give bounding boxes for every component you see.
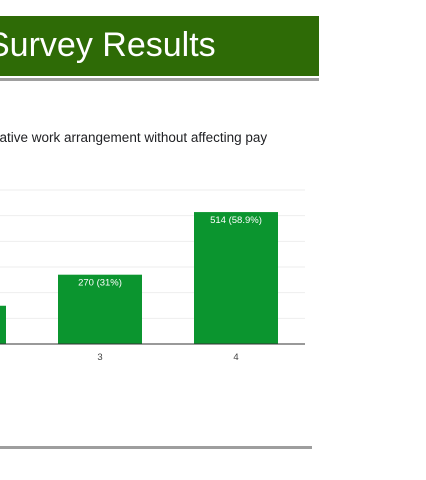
question-text: native work arrangement without affectin… <box>0 130 268 145</box>
bar-2 <box>0 305 6 344</box>
x-tick-label-4: 4 <box>233 352 238 363</box>
slide-title: Survey Results <box>0 16 319 76</box>
data-label-4: 514 (58.9%) <box>210 215 262 226</box>
title-divider <box>0 78 319 81</box>
x-tick-label-3: 3 <box>97 352 102 363</box>
bar-4 <box>194 212 278 344</box>
chart-canvas: 270 (31%) 3 514 (58.9%) 4 <box>0 189 305 363</box>
data-label-3: 270 (31%) <box>78 278 122 289</box>
bottom-divider <box>0 446 312 449</box>
response-bar-chart: 270 (31%) 3 514 (58.9%) 4 <box>0 180 320 380</box>
bar-3 <box>58 274 142 344</box>
